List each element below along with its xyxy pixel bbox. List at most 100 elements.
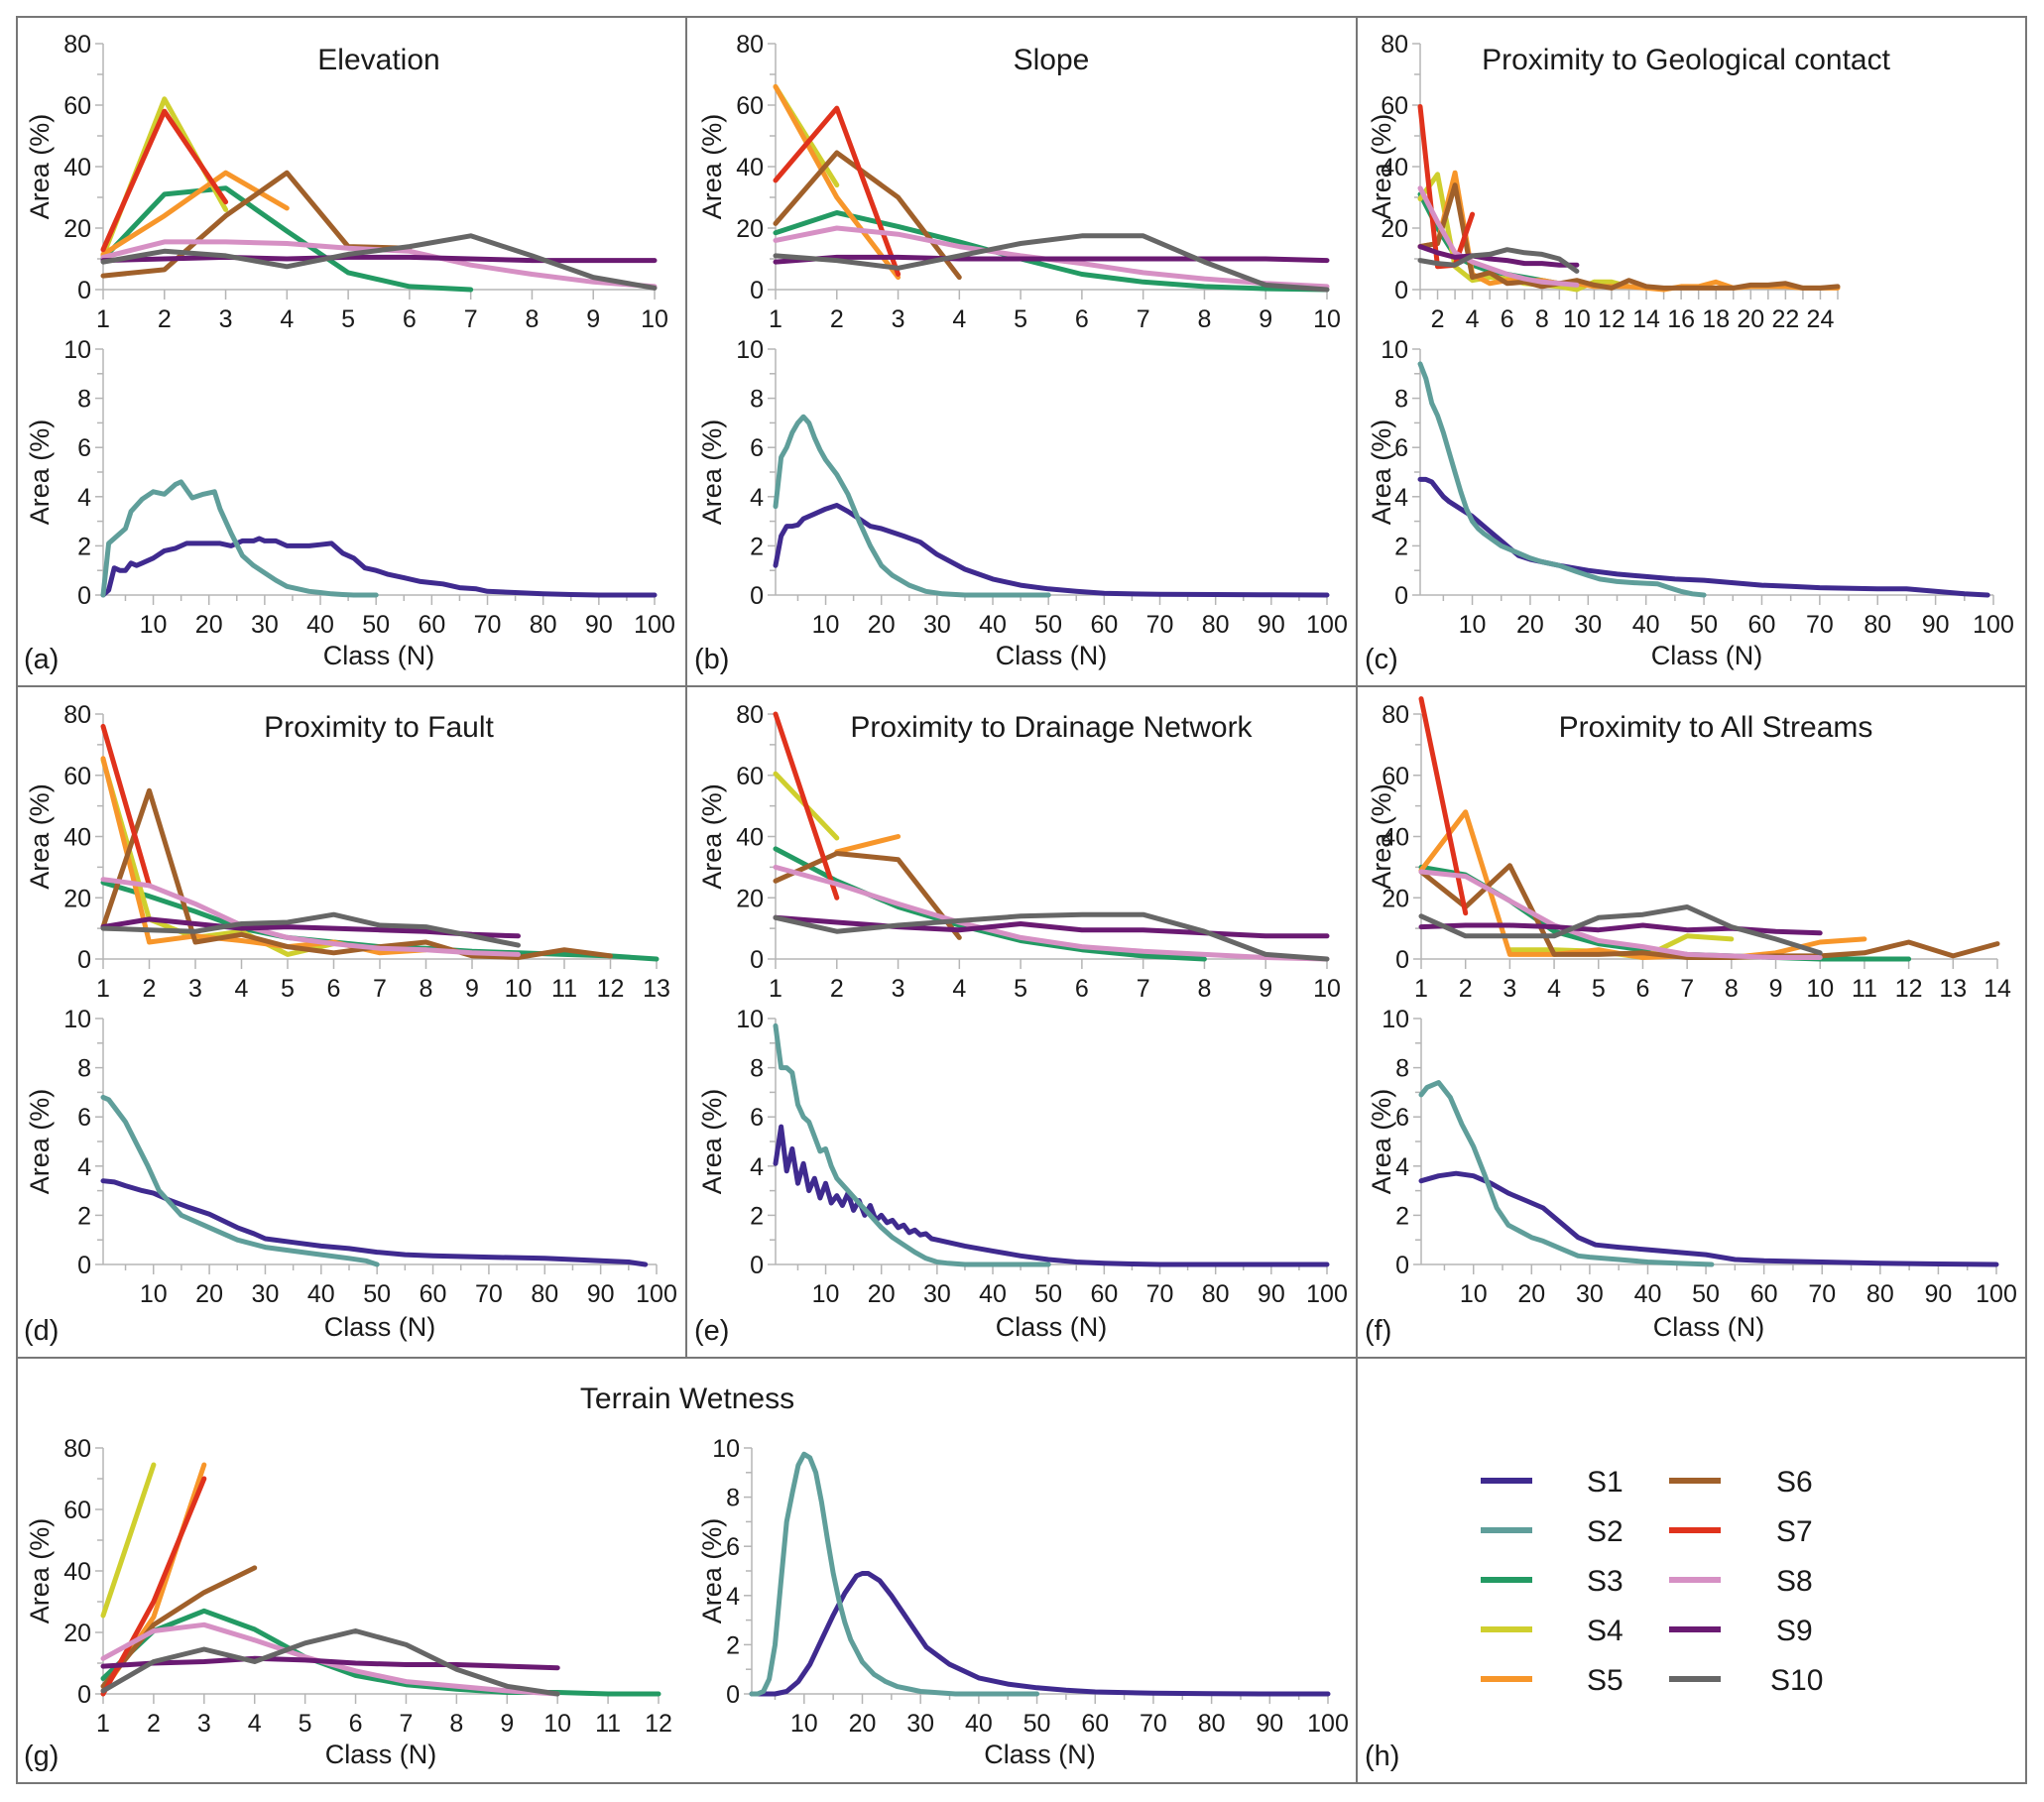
x-tick-label: 2 xyxy=(830,975,844,1003)
x-tick-label: 30 xyxy=(1576,1280,1604,1308)
y-tick-label: 40 xyxy=(1381,154,1408,181)
series-line-s2 xyxy=(773,414,1051,598)
series-line-s4 xyxy=(100,757,336,957)
x-tick-label: 20 xyxy=(868,1280,896,1308)
series-line-s9 xyxy=(773,254,1330,265)
x-tick-label: 100 xyxy=(1306,1280,1348,1308)
series-line-s9 xyxy=(100,254,658,264)
x-tick-label: 10 xyxy=(1460,1280,1488,1308)
y-tick-label: 20 xyxy=(63,885,91,912)
x-tick-label: 20 xyxy=(868,611,896,639)
x-tick-label: 7 xyxy=(373,975,387,1003)
y-tick-label: 10 xyxy=(1382,1006,1409,1033)
y-tick-label: 0 xyxy=(1395,1252,1409,1279)
x-tick-label: 5 xyxy=(1592,975,1606,1003)
y-tick-label: 80 xyxy=(736,701,764,729)
series-line-s8 xyxy=(773,864,1330,962)
y-tick-label: 80 xyxy=(63,701,91,729)
x-axis-title: Class (N) xyxy=(324,1312,436,1342)
legend-label-s9: S9 xyxy=(1776,1615,1813,1647)
series-line-s10 xyxy=(100,911,521,948)
x-tick-label: 4 xyxy=(1547,975,1561,1003)
x-tick-label: 4 xyxy=(1466,305,1480,333)
x-tick-label: 9 xyxy=(1259,975,1272,1003)
series-line-s2 xyxy=(749,1451,1040,1697)
x-tick-label: 20 xyxy=(1517,1280,1545,1308)
legend-item-s6: S6 xyxy=(1669,1466,1813,1499)
chart-elevation-top: 0 20 40 60 80 1 2 3 4 5 6 7 8 9 10 Area (%) Elevation xyxy=(25,31,668,333)
y-tick-label: 0 xyxy=(750,946,764,974)
x-tick-label: 100 xyxy=(1973,611,2014,639)
y-tick-label: 0 xyxy=(1394,277,1408,304)
x-tick-label: 4 xyxy=(952,975,966,1003)
y-tick-label: 8 xyxy=(750,386,764,414)
x-tick-label: 8 xyxy=(525,305,539,333)
y-tick-label: 8 xyxy=(77,1055,91,1083)
x-tick-label: 70 xyxy=(1146,1280,1174,1308)
x-tick-label: 70 xyxy=(1140,1710,1167,1738)
x-tick-label: 40 xyxy=(306,611,334,639)
y-tick-label: 0 xyxy=(750,1252,764,1279)
series-line-s7 xyxy=(100,108,229,253)
x-tick-label: 30 xyxy=(923,611,951,639)
chart-drainage-bottom: 0 2 4 6 8 10 10 20 30 40 50 60 70 80 90 100 Area (%) Clas… xyxy=(697,1006,1348,1342)
x-tick-label: 8 xyxy=(1725,975,1739,1003)
chart-title: Proximity to Geological contact xyxy=(1482,44,1891,76)
series-line-s4 xyxy=(100,1462,157,1619)
y-tick-label: 20 xyxy=(736,885,764,912)
legend-label-s2: S2 xyxy=(1587,1515,1623,1548)
y-tick-label: 0 xyxy=(77,582,91,610)
x-tick-label: 1 xyxy=(96,1710,110,1738)
x-tick-label: 90 xyxy=(1256,1710,1283,1738)
chart-terrain-wetness-right: 0 2 4 6 8 10 10 20 30 40 50 60 70 80 90 100 Area (%) Clas… xyxy=(697,1435,1349,1769)
x-tick-label: 5 xyxy=(1014,305,1027,333)
x-axis-title: Class (N) xyxy=(984,1740,1096,1769)
x-tick-label: 100 xyxy=(1976,1280,2017,1308)
chart-title: Proximity to All Streams xyxy=(1559,711,1873,744)
x-tick-label: 3 xyxy=(197,1710,211,1738)
panel-letter-a: (a) xyxy=(24,644,59,675)
x-tick-label: 20 xyxy=(195,611,223,639)
x-tick-label: 70 xyxy=(475,1280,503,1308)
y-tick-label: 4 xyxy=(77,1153,91,1181)
y-tick-label: 40 xyxy=(63,1558,91,1586)
legend-label-s1: S1 xyxy=(1587,1466,1623,1499)
panel-letter-b: (b) xyxy=(694,644,729,675)
series-line-s10 xyxy=(773,911,1330,962)
x-tick-label: 1 xyxy=(1414,975,1428,1003)
x-tick-label: 30 xyxy=(1574,611,1602,639)
y-tick-label: 60 xyxy=(736,763,764,790)
x-tick-label: 5 xyxy=(299,1710,312,1738)
series-line-s7 xyxy=(773,711,840,901)
series-line-s9 xyxy=(1417,244,1580,268)
series-line-s7 xyxy=(100,723,152,889)
x-tick-label: 9 xyxy=(500,1710,514,1738)
x-tick-label: 50 xyxy=(1692,1280,1720,1308)
y-tick-label: 0 xyxy=(1394,582,1408,610)
series-line-s1 xyxy=(773,503,1330,598)
x-tick-label: 90 xyxy=(585,611,613,639)
x-tick-label: 6 xyxy=(403,305,417,333)
series-line-s5 xyxy=(100,756,428,956)
series-line-s8 xyxy=(1418,869,1823,960)
y-tick-label: 10 xyxy=(1381,336,1408,364)
series-line-s2 xyxy=(1418,1080,1715,1267)
x-tick-label: 60 xyxy=(1090,611,1118,639)
x-tick-label: 50 xyxy=(362,611,390,639)
x-tick-label: 2 xyxy=(830,305,844,333)
x-tick-label: 4 xyxy=(235,975,249,1003)
x-tick-label: 50 xyxy=(363,1280,391,1308)
legend-label-s4: S4 xyxy=(1587,1615,1623,1647)
x-tick-label: 2 xyxy=(1431,305,1445,333)
series-line-s6 xyxy=(773,851,962,940)
x-tick-label: 60 xyxy=(1750,1280,1778,1308)
legend-item-s5: S5 xyxy=(1481,1664,1623,1697)
y-tick-label: 6 xyxy=(750,434,764,462)
y-tick-label: 10 xyxy=(736,336,764,364)
x-tick-label: 40 xyxy=(979,611,1007,639)
y-tick-label: 6 xyxy=(726,1533,740,1561)
x-tick-label: 10 xyxy=(543,1710,571,1738)
series-line-s3 xyxy=(100,1608,661,1697)
x-tick-label: 80 xyxy=(531,1280,558,1308)
